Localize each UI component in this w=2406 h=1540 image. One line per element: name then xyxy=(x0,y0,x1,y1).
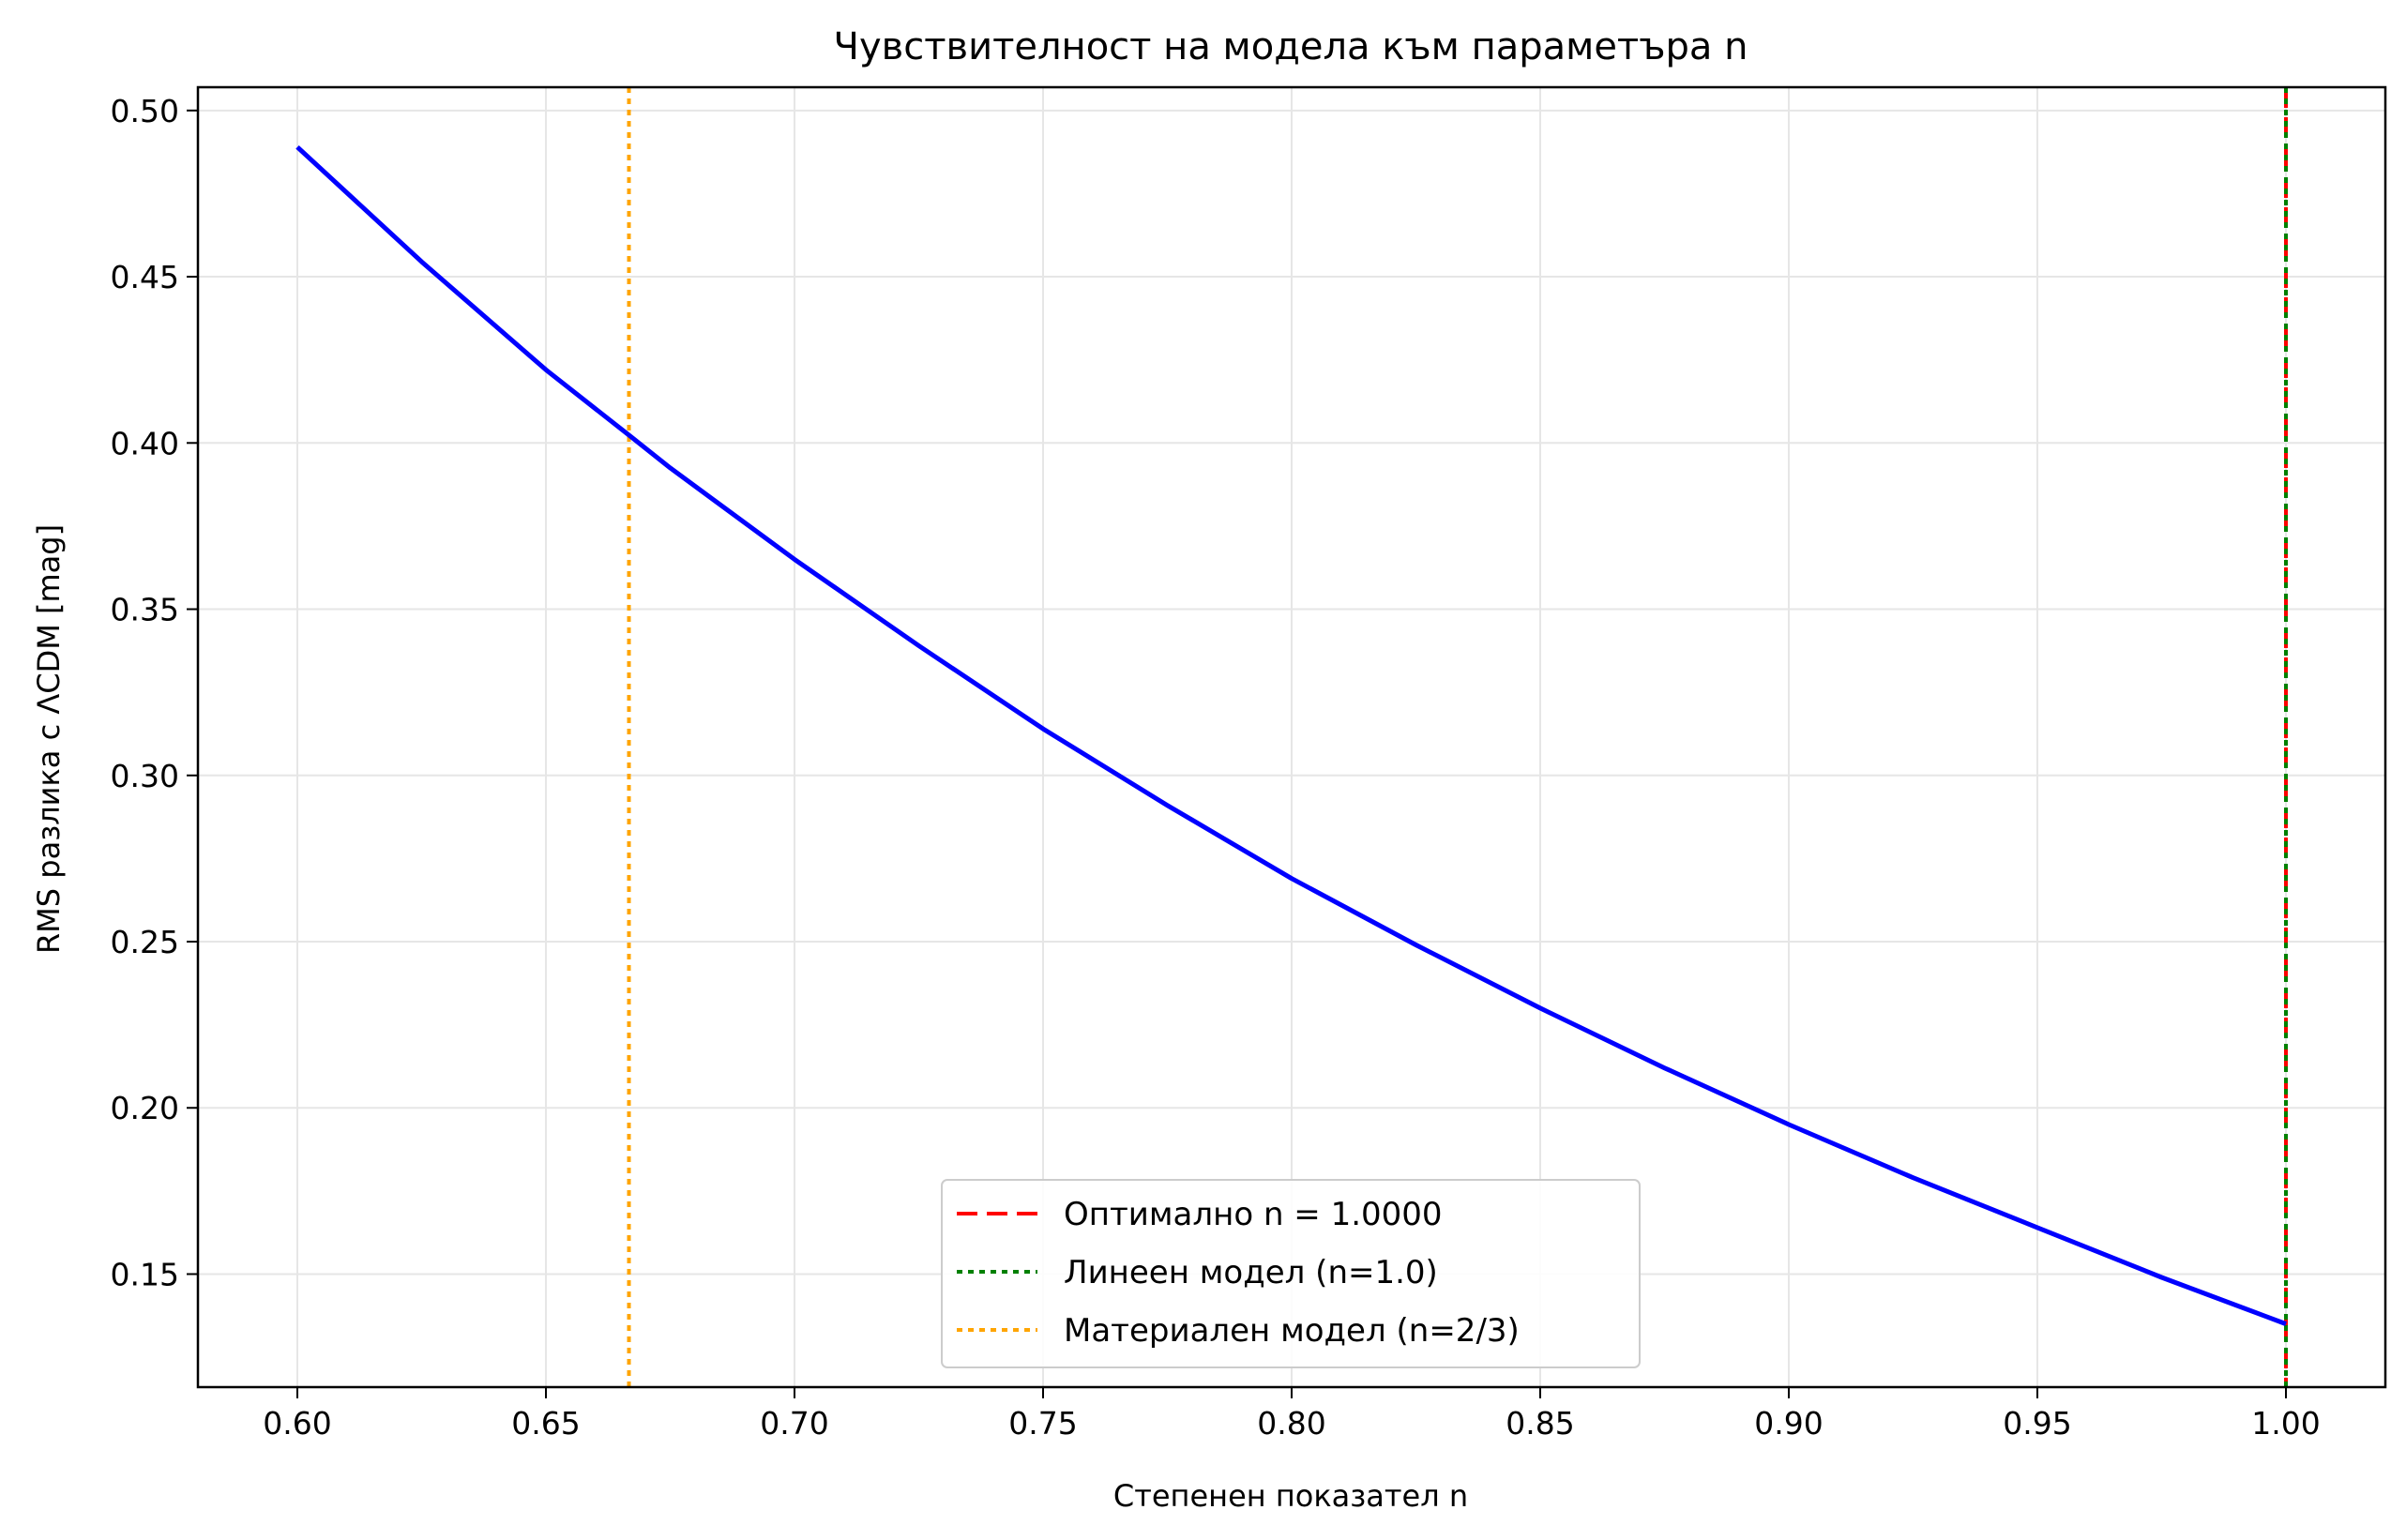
reference-lines xyxy=(627,87,2288,1387)
y-axis-label: RMS разлика с ΛCDM [mag] xyxy=(31,524,67,954)
x-tick-label: 0.95 xyxy=(2003,1405,2071,1442)
legend-label: Линеен модел (n=1.0) xyxy=(1064,1254,1438,1291)
y-tick-label: 0.20 xyxy=(111,1090,179,1126)
legend-box xyxy=(941,1179,1641,1368)
x-tick-label: 0.90 xyxy=(1754,1405,1823,1442)
series-layer xyxy=(295,144,2287,1326)
x-tick-label: 0.70 xyxy=(760,1405,828,1442)
x-axis-ticks: 0.60 0.65 0.70 0.75 0.80 0.85 0.90 0.95 1.00 xyxy=(263,1387,2321,1442)
x-tick-label: 0.65 xyxy=(511,1405,580,1442)
y-tick-label: 0.50 xyxy=(111,93,179,129)
legend-label: Материален модел (n=2/3) xyxy=(1064,1312,1520,1350)
y-tick-label: 0.40 xyxy=(111,425,179,461)
y-tick-label: 0.45 xyxy=(111,259,179,295)
legend-label: Оптимално n = 1.0000 xyxy=(1064,1196,1443,1233)
grid xyxy=(198,87,2385,1387)
y-axis-ticks: 0.15 0.20 0.25 0.30 0.35 0.40 0.45 0.50 xyxy=(111,93,198,1292)
x-tick-label: 0.85 xyxy=(1506,1405,1574,1442)
x-axis-label: Степенен показател n xyxy=(1113,1478,1468,1514)
legend: Оптимално n = 1.0000 Линеен модел (n=1.0)… xyxy=(941,1179,1641,1368)
y-tick-label: 0.25 xyxy=(111,924,179,960)
chart-title: Чувствителност на модела към параметъра … xyxy=(834,25,1748,68)
legend-items: Оптимално n = 1.0000 Линеен модел (n=1.0)… xyxy=(957,1196,1520,1350)
y-tick-label: 0.35 xyxy=(111,592,179,628)
x-tick-label: 0.60 xyxy=(263,1405,331,1442)
x-tick-label: 0.75 xyxy=(1008,1405,1077,1442)
y-tick-label: 0.15 xyxy=(111,1256,179,1292)
series-line xyxy=(295,144,2287,1326)
y-tick-label: 0.30 xyxy=(111,758,179,794)
x-tick-label: 1.00 xyxy=(2251,1405,2320,1442)
x-tick-label: 0.80 xyxy=(1257,1405,1325,1442)
